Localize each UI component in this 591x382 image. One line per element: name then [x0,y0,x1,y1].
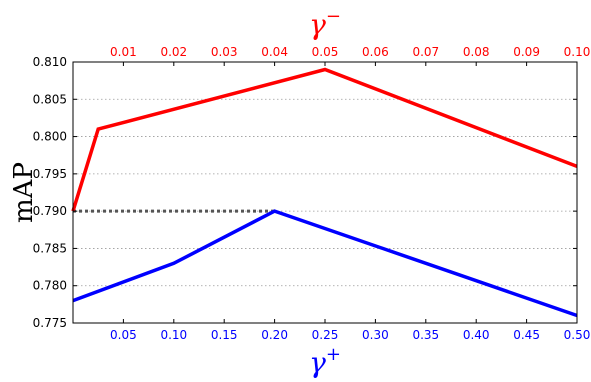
top-tick-label: 0.10 [564,45,591,59]
top-tick-label: 0.03 [211,45,238,59]
top-tick-label: 0.07 [412,45,439,59]
bottom-tick-label: 0.30 [362,328,389,342]
top-tick-label: 0.04 [261,45,288,59]
y-tick-label: 0.780 [33,279,67,293]
axis-ticks: 0.775 0.780 0.785 0.790 0.795 0.800 0.805 0.810… [33,45,591,342]
bottom-tick-label: 0.15 [211,328,238,342]
y-tick-label: 0.785 [33,241,67,255]
y-tick-label: 0.800 [33,130,67,144]
top-tick-label: 0.02 [160,45,187,59]
series-line-bottom-axis [72,209,578,318]
bottom-tick-label: 0.45 [513,328,540,342]
y-tick-label: 0.790 [33,204,67,218]
bottom-tick-label: 0.10 [160,328,187,342]
y-tick-label: 0.805 [33,92,67,106]
top-tick-label: 0.09 [513,45,540,59]
bottom-tick-label: 0.50 [564,328,591,342]
top-axis-title-superscript: − [326,6,341,27]
top-tick-label: 0.08 [463,45,490,59]
top-tick-label: 0.01 [110,45,137,59]
bottom-axis-title: γ+ [309,344,341,379]
series-line-top-axis [71,67,578,212]
series-layer [71,67,578,318]
top-axis-title: γ− [309,6,341,41]
bottom-tick-label: 0.05 [110,328,137,342]
bottom-tick-label: 0.40 [463,328,490,342]
top-axis-title-symbol: γ [309,8,326,41]
grid-lines [73,98,577,287]
plot-frame [72,61,578,324]
bottom-tick-label: 0.20 [261,328,288,342]
y-tick-label: 0.795 [33,167,67,181]
y-tick-label: 0.775 [33,316,67,330]
top-tick-label: 0.06 [362,45,389,59]
y-axis-title-text: mAP [9,162,39,223]
bottom-axis-title-symbol: γ [309,346,326,379]
y-axis-title: mAP [9,162,39,223]
bottom-tick-label: 0.25 [312,328,339,342]
bottom-tick-label: 0.35 [412,328,439,342]
bottom-axis-title-superscript: + [326,344,341,365]
top-tick-label: 0.05 [312,45,339,59]
y-tick-label: 0.810 [33,55,67,69]
